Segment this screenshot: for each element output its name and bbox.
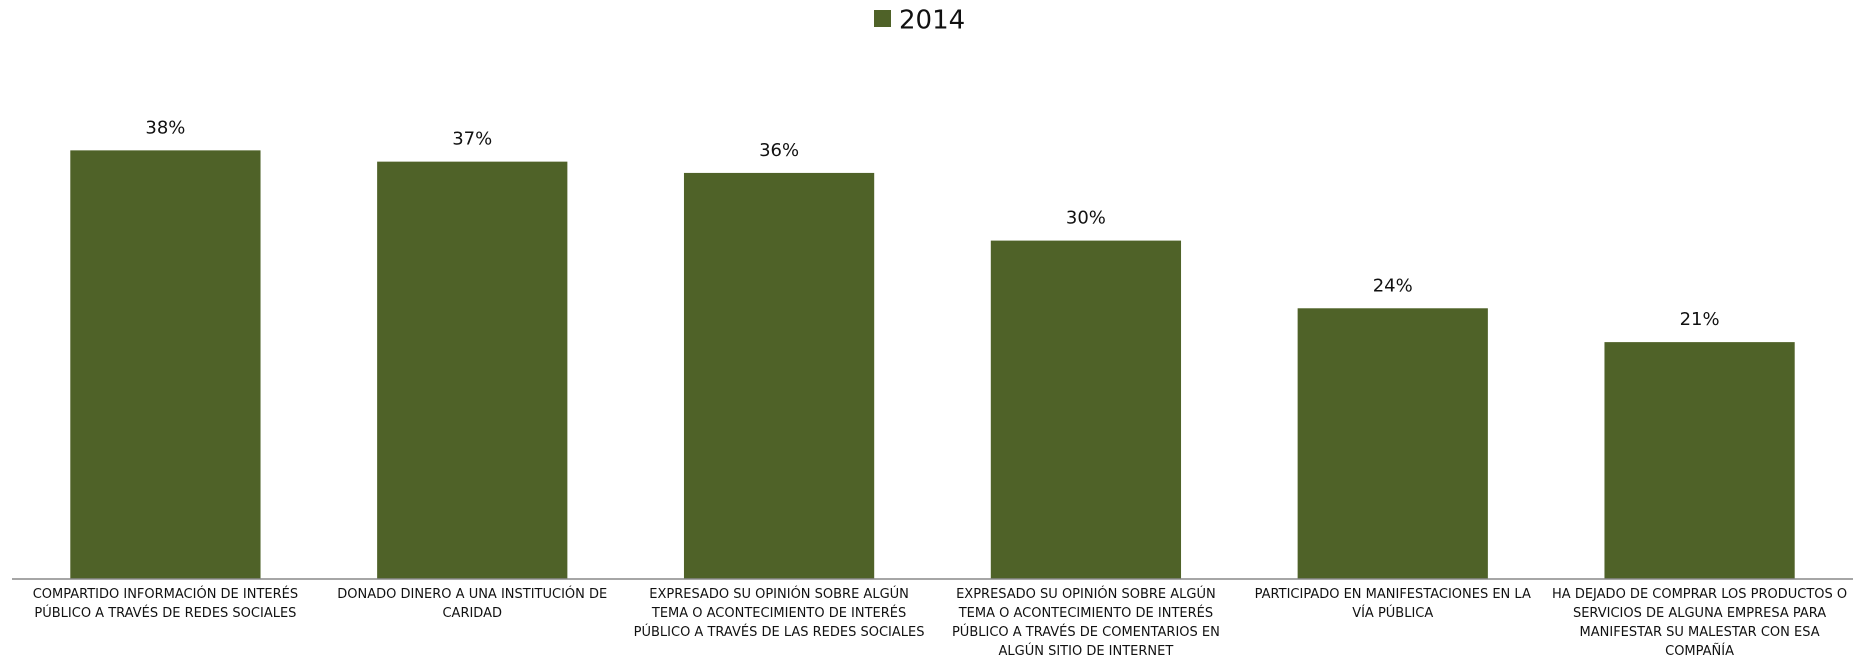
- x-tick-label: EXPRESADO SU OPINIÓN SOBRE ALGÚN TEMA O …: [633, 587, 925, 640]
- value-label: 37%: [452, 129, 492, 150]
- legend-label: 2014: [899, 6, 965, 36]
- value-label: 38%: [145, 117, 185, 138]
- value-label: 36%: [759, 140, 799, 161]
- bar: [683, 172, 875, 580]
- x-tick-label: HA DEJADO DE COMPRAR LOS PRODUCTOS O SER…: [1552, 587, 1848, 659]
- x-tick-label: COMPARTIDO INFORMACIÓN DE INTERÉS PÚBLIC…: [32, 587, 299, 621]
- x-tick-label: PARTICIPADO EN MANIFESTACIONES EN LA VÍA…: [1254, 587, 1531, 621]
- value-label: 30%: [1066, 208, 1106, 229]
- value-label: 21%: [1680, 309, 1720, 330]
- bar: [990, 240, 1182, 579]
- value-label: 24%: [1373, 275, 1413, 296]
- legend-swatch: [874, 10, 891, 27]
- bar: [1297, 308, 1488, 579]
- bar: [377, 161, 568, 579]
- bar: [70, 150, 261, 580]
- x-tick-label: DONADO DINERO A UNA INSTITUCIÓN DE CARID…: [337, 587, 608, 621]
- bar: [1604, 342, 1795, 579]
- x-tick-label: EXPRESADO SU OPINIÓN SOBRE ALGÚN TEMA O …: [951, 587, 1220, 659]
